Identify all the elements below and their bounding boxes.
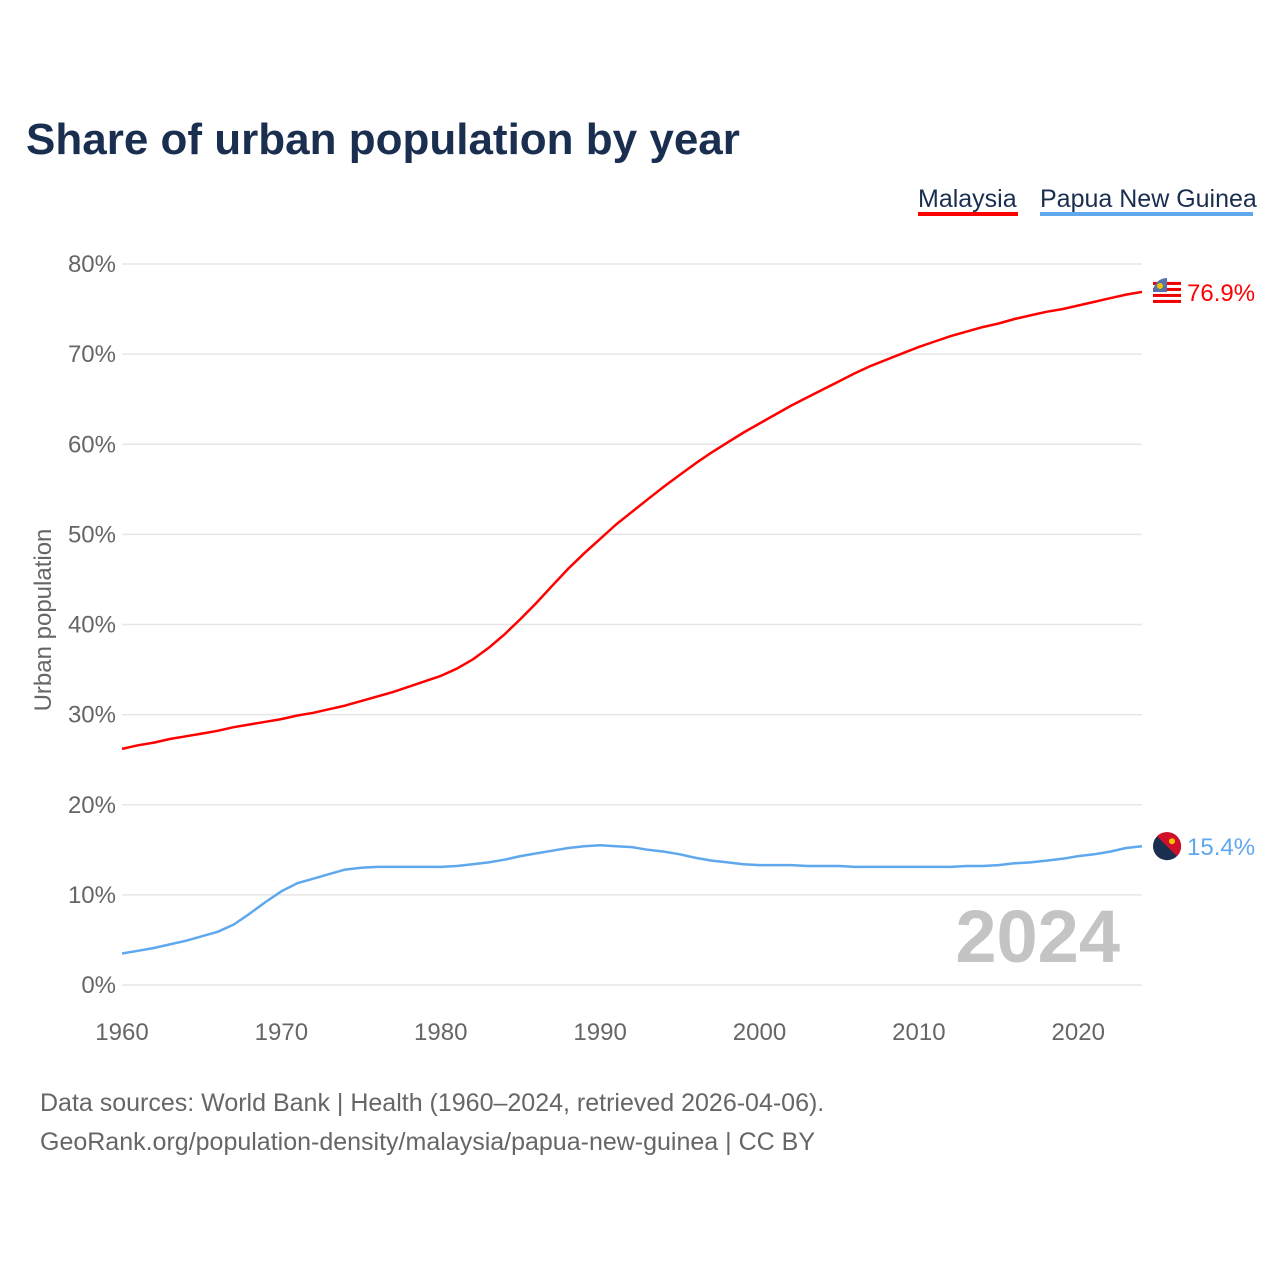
end-value-label: 76.9% bbox=[1187, 280, 1255, 307]
series-line-malaysia bbox=[121, 290, 1143, 751]
y-tick-label: 60% bbox=[68, 431, 116, 458]
x-tick-label: 2020 bbox=[1052, 1019, 1105, 1046]
malaysia-flag-icon bbox=[1153, 277, 1181, 306]
legend-label: Papua New Guinea bbox=[1040, 185, 1257, 213]
x-tick-label: 1990 bbox=[573, 1019, 626, 1046]
chart-title: Share of urban population by year bbox=[26, 115, 740, 164]
grid: 0% 10% 20% 30% 40% 50% 60% 70% 80% 1960 1970 1980 19… bbox=[68, 251, 1142, 1046]
y-tick-label: 10% bbox=[68, 882, 116, 909]
y-tick-label: 0% bbox=[81, 972, 116, 999]
legend: Malaysia Papua New Guinea bbox=[918, 185, 1257, 216]
year-watermark: 2024 bbox=[955, 895, 1120, 978]
y-tick-label: 80% bbox=[68, 251, 116, 278]
y-tick-label: 70% bbox=[68, 341, 116, 368]
papua-new-guinea-flag-icon bbox=[1153, 832, 1182, 861]
legend-item-papua-new-guinea[interactable]: Papua New Guinea bbox=[1040, 185, 1257, 216]
footer-link[interactable]: GeoRank.org/population-density/malaysia/… bbox=[40, 1128, 815, 1156]
x-tick-label: 1980 bbox=[414, 1019, 467, 1046]
y-tick-label: 50% bbox=[68, 521, 116, 548]
series-lines: 76.9% 15.4% bbox=[121, 277, 1255, 955]
x-tick-label: 1970 bbox=[255, 1019, 308, 1046]
y-tick-label: 20% bbox=[68, 792, 116, 819]
legend-label: Malaysia bbox=[918, 185, 1017, 213]
series-line-papua-new-guinea bbox=[121, 844, 1143, 955]
legend-item-malaysia[interactable]: Malaysia bbox=[918, 185, 1018, 216]
legend-swatch bbox=[918, 212, 1018, 216]
x-tick-label: 2010 bbox=[892, 1019, 945, 1046]
y-tick-label: 40% bbox=[68, 612, 116, 639]
x-tick-label: 1960 bbox=[95, 1019, 148, 1046]
footer-sources: Data sources: World Bank | Health (1960–… bbox=[40, 1089, 824, 1117]
y-axis-label: Urban population bbox=[30, 529, 57, 712]
end-value-label: 15.4% bbox=[1187, 834, 1255, 861]
x-tick-label: 2000 bbox=[733, 1019, 786, 1046]
legend-swatch bbox=[1040, 212, 1253, 216]
y-tick-label: 30% bbox=[68, 702, 116, 729]
